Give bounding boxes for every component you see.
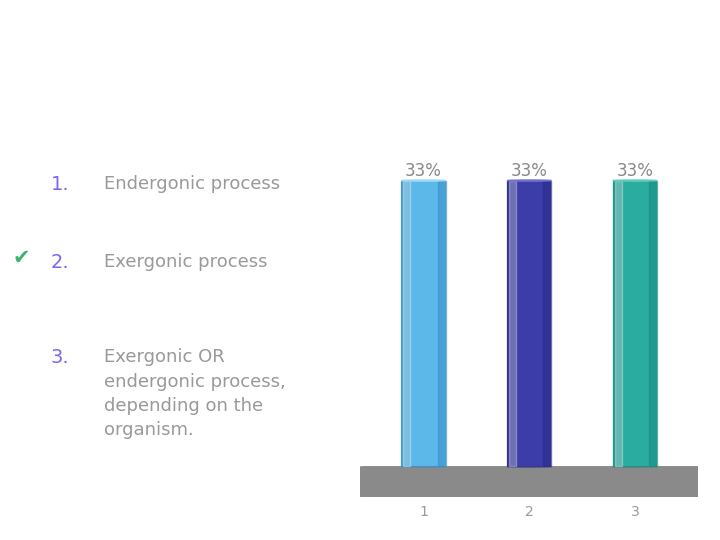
Bar <box>438 180 446 467</box>
Text: ✔: ✔ <box>13 248 30 268</box>
Text: Cellular respiration is an:: Cellular respiration is an: <box>29 25 546 59</box>
Text: 1.: 1. <box>50 175 69 194</box>
Text: 3.: 3. <box>50 348 69 367</box>
Bar <box>509 180 516 467</box>
Text: 2.: 2. <box>50 253 69 272</box>
Text: 33%: 33% <box>405 162 442 180</box>
Ellipse shape <box>613 180 657 181</box>
Ellipse shape <box>401 180 446 181</box>
Ellipse shape <box>613 466 657 467</box>
Bar <box>401 180 409 467</box>
Bar <box>615 180 621 467</box>
Bar <box>613 180 621 467</box>
Bar <box>403 180 410 467</box>
Text: Exergonic process: Exergonic process <box>104 253 268 271</box>
Ellipse shape <box>507 180 552 181</box>
Text: Endergonic process: Endergonic process <box>104 175 281 193</box>
Bar <box>507 180 552 467</box>
Bar <box>613 180 657 467</box>
Bar <box>649 180 657 467</box>
Text: Exergonic OR
endergonic process,
depending on the
organism.: Exergonic OR endergonic process, dependi… <box>104 348 286 439</box>
Text: 33%: 33% <box>510 162 548 180</box>
Bar <box>507 180 515 467</box>
Ellipse shape <box>401 466 446 467</box>
FancyBboxPatch shape <box>360 466 709 497</box>
Bar <box>544 180 552 467</box>
Text: 33%: 33% <box>616 162 653 180</box>
Bar <box>401 180 446 467</box>
Ellipse shape <box>507 466 552 467</box>
